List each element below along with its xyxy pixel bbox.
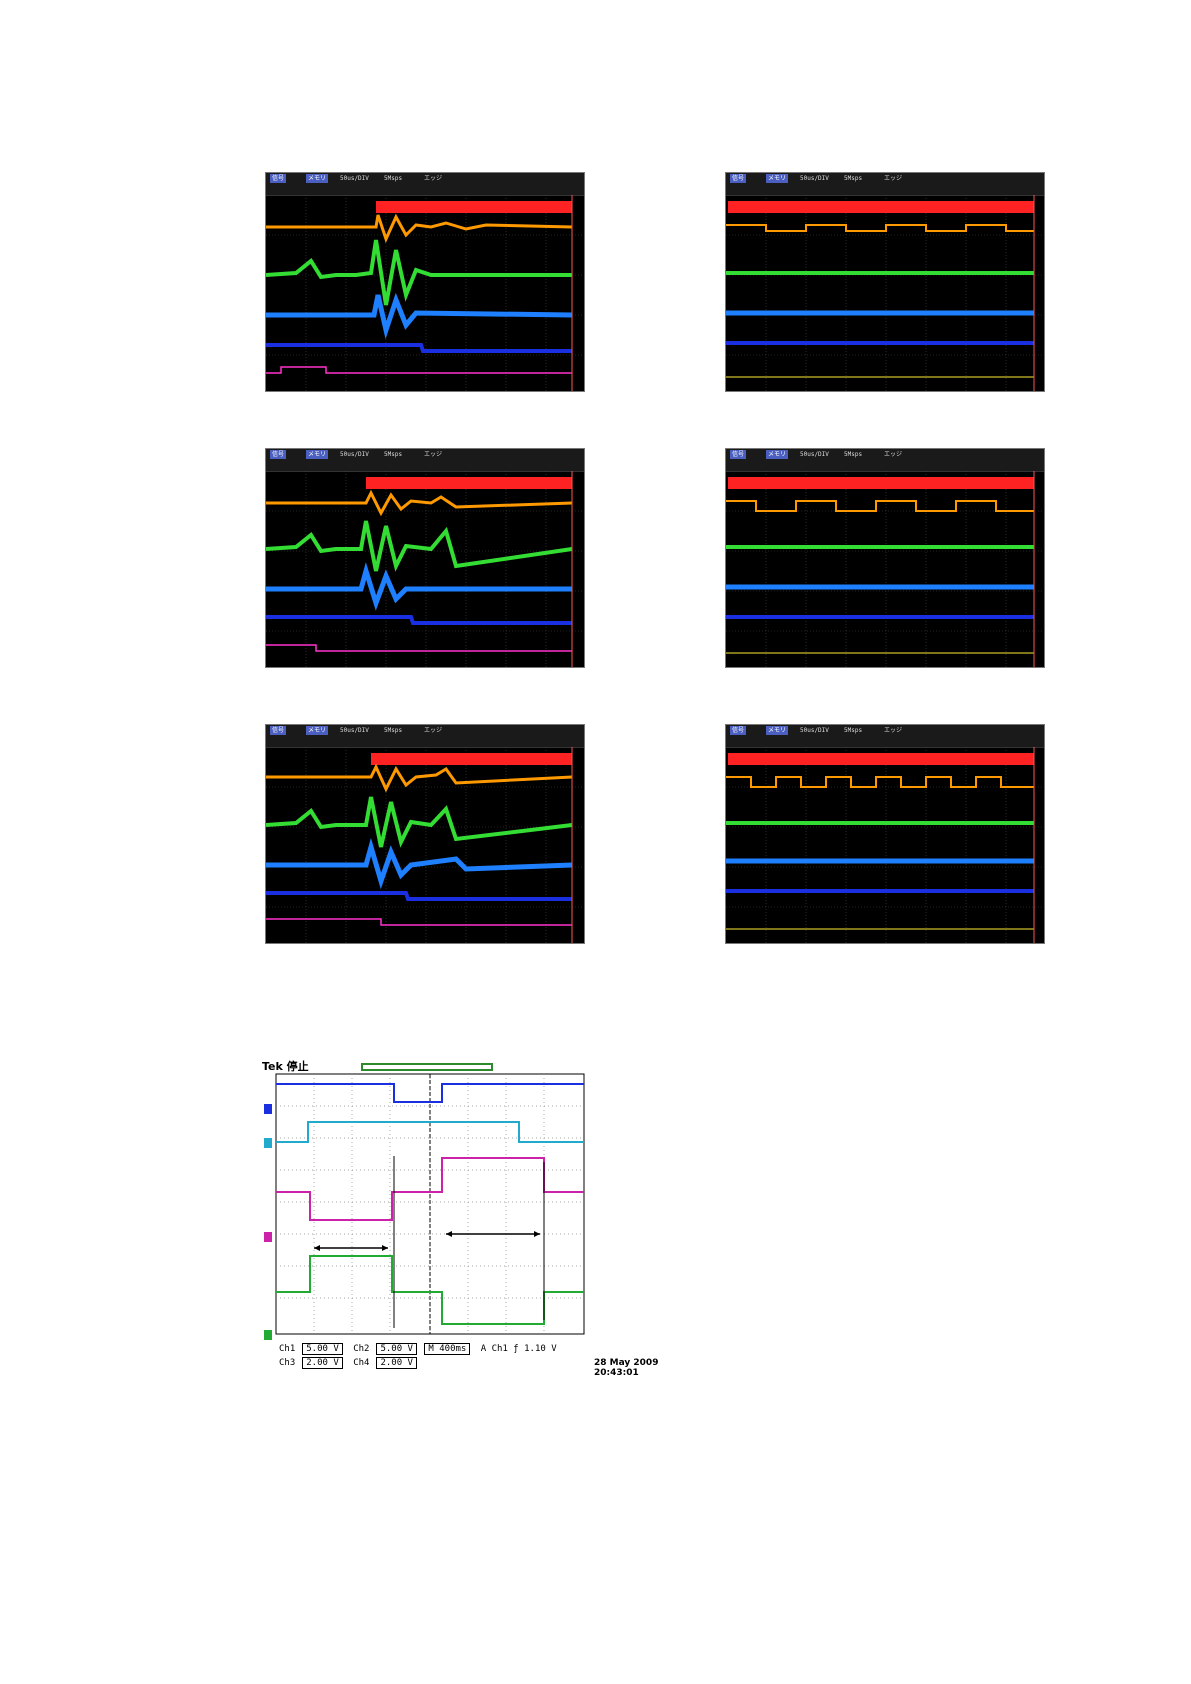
scope-mode: エッジ	[884, 451, 903, 458]
scope-timebase: 50us/DIV	[800, 175, 829, 182]
tek-ch4-scale: 2.00 V	[376, 1357, 417, 1369]
scope-mode: エッジ	[424, 451, 443, 458]
scope-rate: 5Msps	[844, 175, 863, 182]
tek-ch3-label: Ch3	[279, 1358, 296, 1368]
scope-tag: 信号	[270, 174, 287, 183]
tek-ch4-label: Ch4	[353, 1358, 370, 1368]
scope-status-bar: 信号 メモリ 50us/DIV 5Msps エッジ	[726, 725, 1044, 748]
tek-settings-bar: Ch1 5.00 V Ch2 5.00 V M 400ms A Ch1 ƒ 1.10…	[276, 1343, 596, 1373]
scope-screen	[726, 195, 1044, 391]
scope-timebase: 50us/DIV	[800, 451, 829, 458]
tektronix-capture: Tek 停止 Ch1 5.00 V Ch2 5.00 V M 400ms	[262, 1058, 662, 1388]
scope-tag: メモリ	[306, 726, 329, 735]
scope-screen	[266, 747, 584, 943]
scope-mode: エッジ	[884, 175, 903, 182]
tek-ch1-label: Ch1	[279, 1344, 296, 1354]
scope-mode: エッジ	[424, 727, 443, 734]
tek-timebase: M 400ms	[424, 1343, 471, 1355]
scope-rate: 5Msps	[844, 727, 863, 734]
scope-screen	[266, 195, 584, 391]
scope-tag: メモリ	[306, 450, 329, 459]
scope-mode: エッジ	[884, 727, 903, 734]
oscilloscope-screen-6: 信号 メモリ 50us/DIV 5Msps エッジ	[725, 724, 1045, 944]
scope-screen	[726, 747, 1044, 943]
scope-timebase: 50us/DIV	[800, 727, 829, 734]
scope-timebase: 50us/DIV	[340, 451, 369, 458]
scope-status-bar: 信号 メモリ 50us/DIV 5Msps エッジ	[726, 173, 1044, 196]
scope-tag: メモリ	[766, 450, 789, 459]
tek-brand: Tek 停止	[262, 1060, 309, 1073]
scope-tag: 信号	[730, 174, 747, 183]
tek-timestamp: 28 May 2009 20:43:01	[594, 1358, 658, 1378]
scope-status-bar: 信号 メモリ 50us/DIV 5Msps エッジ	[726, 449, 1044, 472]
tek-date: 28 May 2009	[594, 1358, 659, 1368]
tek-ch2-label: Ch2	[353, 1344, 370, 1354]
scope-timebase: 50us/DIV	[340, 727, 369, 734]
trace-red	[376, 201, 572, 213]
scope-rate: 5Msps	[384, 727, 403, 734]
scope-tag: 信号	[270, 726, 287, 735]
scope-screen	[726, 471, 1044, 667]
scope-status-bar: 信号 メモリ 50us/DIV 5Msps エッジ	[266, 173, 584, 196]
oscilloscope-screen-3: 信号 メモリ 50us/DIV 5Msps エッジ	[265, 448, 585, 668]
tek-ch2-scale: 5.00 V	[376, 1343, 417, 1355]
scope-status-bar: 信号 メモリ 50us/DIV 5Msps エッジ	[266, 725, 584, 748]
tek-ch3-scale: 2.00 V	[302, 1357, 343, 1369]
scope-tag: 信号	[730, 726, 747, 735]
tek-ch1-scale: 5.00 V	[302, 1343, 343, 1355]
tek-time: 20:43:01	[594, 1368, 639, 1378]
scope-tag: 信号	[730, 450, 747, 459]
oscilloscope-screen-4: 信号 メモリ 50us/DIV 5Msps エッジ	[725, 448, 1045, 668]
scope-timebase: 50us/DIV	[340, 175, 369, 182]
scope-tag: 信号	[270, 450, 287, 459]
scope-tag: メモリ	[306, 174, 329, 183]
scope-screen	[266, 471, 584, 667]
oscilloscope-screen-1: 信号 メモリ 50us/DIV 5Msps エッジ	[265, 172, 585, 392]
scope-tag: メモリ	[766, 726, 789, 735]
scope-rate: 5Msps	[844, 451, 863, 458]
tek-screen	[264, 1063, 585, 1340]
scope-status-bar: 信号 メモリ 50us/DIV 5Msps エッジ	[266, 449, 584, 472]
scope-rate: 5Msps	[384, 175, 403, 182]
scope-mode: エッジ	[424, 175, 443, 182]
scope-rate: 5Msps	[384, 451, 403, 458]
oscilloscope-screen-2: 信号 メモリ 50us/DIV 5Msps エッジ	[725, 172, 1045, 392]
tek-trigger: A Ch1 ƒ 1.10 V	[480, 1344, 557, 1354]
oscilloscope-screen-5: 信号 メモリ 50us/DIV 5Msps エッジ	[265, 724, 585, 944]
scope-tag: メモリ	[766, 174, 789, 183]
